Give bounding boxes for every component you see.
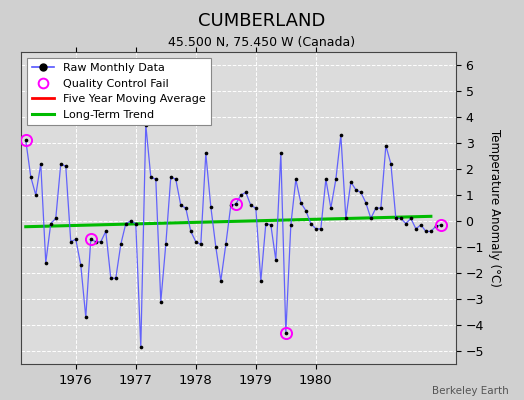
Point: [247, 202, 255, 209]
Point: [47, 220, 55, 227]
Point: [27, 174, 35, 180]
Point: [216, 278, 225, 284]
Point: [252, 205, 260, 211]
Point: [167, 174, 175, 180]
Point: [387, 160, 395, 167]
Point: [307, 220, 315, 227]
Point: [161, 241, 170, 248]
Point: [381, 142, 390, 149]
Point: [202, 150, 210, 156]
Text: Berkeley Earth: Berkeley Earth: [432, 386, 508, 396]
Point: [117, 241, 125, 248]
Point: [147, 174, 155, 180]
Point: [342, 215, 350, 222]
Point: [261, 220, 270, 227]
Point: [237, 192, 245, 198]
Point: [151, 176, 160, 182]
Point: [41, 259, 50, 266]
Point: [226, 202, 235, 209]
Point: [352, 186, 360, 193]
Point: [137, 344, 145, 350]
Text: CUMBERLAND: CUMBERLAND: [198, 12, 326, 30]
Point: [292, 176, 300, 182]
Point: [372, 205, 380, 211]
Point: [427, 228, 435, 234]
Point: [112, 275, 120, 282]
Point: [37, 160, 45, 167]
Point: [332, 176, 340, 182]
Point: [206, 204, 215, 210]
Point: [287, 222, 295, 228]
Point: [397, 215, 405, 222]
Point: [391, 215, 400, 222]
Point: [106, 275, 115, 282]
Point: [436, 222, 445, 228]
Point: [77, 262, 85, 268]
Point: [92, 238, 100, 245]
Point: [196, 241, 205, 248]
Point: [172, 176, 180, 182]
Point: [192, 238, 200, 245]
Point: [347, 179, 355, 185]
Point: [336, 132, 345, 138]
Point: [242, 189, 250, 196]
Text: 45.500 N, 75.450 W (Canada): 45.500 N, 75.450 W (Canada): [168, 36, 356, 49]
Point: [417, 222, 425, 228]
Point: [412, 226, 420, 232]
Point: [271, 257, 280, 263]
Point: [67, 238, 75, 245]
Point: [57, 160, 65, 167]
Point: [132, 220, 140, 227]
Point: [21, 137, 30, 144]
Point: [297, 200, 305, 206]
Point: [182, 205, 190, 211]
Point: [82, 314, 90, 320]
Point: [257, 278, 265, 284]
Point: [177, 202, 185, 209]
Point: [232, 201, 240, 207]
Point: [157, 298, 165, 305]
Point: [402, 220, 410, 227]
Point: [357, 189, 365, 196]
Point: [31, 192, 40, 198]
Legend: Raw Monthly Data, Quality Control Fail, Five Year Moving Average, Long-Term Tren: Raw Monthly Data, Quality Control Fail, …: [27, 58, 212, 125]
Point: [407, 215, 415, 222]
Point: [212, 244, 220, 250]
Point: [51, 215, 60, 222]
Point: [187, 228, 195, 234]
Point: [96, 238, 105, 245]
Point: [122, 220, 130, 227]
Point: [362, 200, 370, 206]
Point: [302, 207, 310, 214]
Y-axis label: Temperature Anomaly (°C): Temperature Anomaly (°C): [488, 129, 501, 287]
Point: [422, 228, 430, 234]
Point: [312, 226, 320, 232]
Point: [102, 228, 110, 234]
Point: [62, 163, 70, 170]
Point: [316, 226, 325, 232]
Point: [141, 122, 150, 128]
Point: [432, 223, 440, 229]
Point: [267, 222, 275, 228]
Point: [127, 218, 135, 224]
Point: [377, 205, 385, 211]
Point: [86, 236, 95, 242]
Point: [277, 150, 285, 156]
Point: [322, 176, 330, 182]
Point: [326, 205, 335, 211]
Point: [72, 236, 80, 242]
Point: [222, 241, 230, 248]
Point: [367, 215, 375, 222]
Point: [281, 330, 290, 336]
